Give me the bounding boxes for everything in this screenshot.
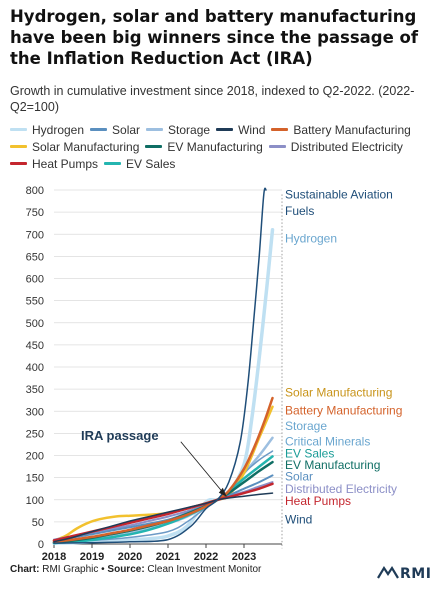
y-tick-label: 0 bbox=[38, 539, 44, 551]
legend-row: Hydrogen Solar Storage Wind Battery Manufact… bbox=[10, 121, 440, 138]
legend-label: Solar Manufacturing bbox=[32, 139, 140, 154]
legend-swatch bbox=[104, 162, 122, 165]
legend-label: Hydrogen bbox=[32, 122, 85, 137]
legend-swatch bbox=[268, 145, 286, 148]
end-label-battery-manufacturing: Battery Manufacturing bbox=[285, 403, 402, 417]
y-tick-label: 250 bbox=[26, 428, 44, 440]
y-tick-label: 100 bbox=[26, 495, 44, 507]
legend: Hydrogen Solar Storage Wind Battery Manufact… bbox=[10, 121, 440, 172]
y-tick-label: 350 bbox=[26, 384, 44, 396]
legend-swatch bbox=[90, 128, 108, 131]
y-tick-label: 550 bbox=[26, 296, 44, 308]
legend-item: Wind bbox=[216, 123, 265, 137]
end-label-sustainable-aviation-fuels: Fuels bbox=[285, 204, 314, 218]
legend-swatch bbox=[146, 128, 164, 131]
legend-row: Heat Pumps EV Sales bbox=[10, 155, 440, 172]
end-label-critical-minerals: Critical Minerals bbox=[285, 434, 370, 448]
chart-title: Hydrogen, solar and battery manufacturin… bbox=[10, 7, 419, 68]
legend-swatch bbox=[10, 128, 27, 131]
legend-item: Heat Pumps bbox=[10, 157, 98, 171]
end-label-distributed-electricity: Distributed Electricity bbox=[285, 482, 397, 496]
y-tick-label: 450 bbox=[26, 340, 44, 352]
x-tick-label: 2022 bbox=[194, 551, 218, 563]
y-tick-label: 150 bbox=[26, 473, 44, 485]
legend-label: Solar bbox=[112, 122, 141, 137]
legend-item: EV Sales bbox=[104, 157, 175, 171]
annotation-arrowhead bbox=[218, 487, 227, 497]
x-tick-label: 2019 bbox=[80, 551, 104, 563]
end-label-storage: Storage bbox=[285, 419, 327, 433]
y-tick-label: 300 bbox=[26, 406, 44, 418]
y-tick-label: 800 bbox=[26, 185, 44, 197]
series-line-ev-sales bbox=[52, 455, 274, 545]
x-tick-label: 2023 bbox=[232, 551, 256, 563]
rmi-logo: RMI bbox=[377, 565, 431, 582]
footer-chart-value: RMI Graphic • bbox=[39, 564, 108, 575]
legend-label: Wind bbox=[238, 122, 266, 137]
legend-swatch bbox=[145, 145, 163, 148]
end-label-sustainable-aviation-fuels: Sustainable Aviation bbox=[285, 187, 393, 201]
legend-label: EV Sales bbox=[126, 156, 176, 171]
legend-swatch bbox=[10, 162, 27, 165]
annotation-arrow bbox=[180, 441, 226, 496]
footer-chart-label: Chart: bbox=[10, 564, 40, 575]
x-tick-label: 2018 bbox=[42, 551, 66, 563]
legend-item: EV Manufacturing bbox=[145, 139, 263, 154]
legend-item: Solar Manufacturing bbox=[10, 140, 139, 154]
legend-row: Solar Manufacturing EV Manufacturing Distr… bbox=[10, 138, 440, 155]
legend-label: Battery Manufacturing bbox=[293, 122, 411, 137]
annotation-label: IRA passage bbox=[81, 428, 159, 443]
x-tick-label: 2020 bbox=[118, 551, 142, 563]
legend-label: EV Manufacturing bbox=[167, 139, 263, 154]
footer-source-value: Clean Investment Monitor bbox=[144, 564, 262, 575]
end-label-solar-manufacturing: Solar Manufacturing bbox=[285, 386, 392, 400]
end-label-solar: Solar bbox=[285, 470, 313, 484]
end-label-hydrogen: Hydrogen bbox=[285, 232, 337, 246]
legend-label: Heat Pumps bbox=[32, 156, 99, 171]
rmi-logo-mark bbox=[377, 565, 399, 579]
legend-item: Battery Manufacturing bbox=[271, 122, 411, 137]
y-tick-label: 700 bbox=[26, 229, 44, 241]
x-tick-label: 2021 bbox=[156, 551, 180, 563]
legend-swatch bbox=[216, 128, 234, 131]
legend-item: Storage bbox=[146, 123, 210, 137]
legend-item: Distributed Electricity bbox=[268, 139, 403, 154]
legend-swatch bbox=[10, 145, 27, 148]
y-tick-label: 650 bbox=[26, 251, 44, 263]
legend-label: Distributed Electricity bbox=[290, 139, 403, 154]
legend-item: Hydrogen bbox=[10, 123, 84, 137]
series-line-wind bbox=[53, 492, 274, 543]
end-label-ev-manufacturing: EV Manufacturing bbox=[285, 458, 380, 472]
chart-subtitle: Growth in cumulative investment since 20… bbox=[10, 84, 415, 114]
legend-item: Solar bbox=[90, 123, 140, 137]
footer-source-label: Source: bbox=[107, 564, 145, 575]
y-tick-label: 500 bbox=[26, 318, 44, 330]
y-tick-label: 200 bbox=[26, 451, 44, 463]
rmi-logo-text: RMI bbox=[400, 566, 431, 582]
y-tick-label: 50 bbox=[32, 517, 44, 529]
y-tick-label: 400 bbox=[26, 362, 44, 374]
end-label-wind: Wind bbox=[285, 513, 312, 527]
y-tick-label: 600 bbox=[26, 274, 44, 286]
series-line-battery-manufacturing bbox=[52, 396, 274, 544]
legend-swatch bbox=[271, 128, 289, 131]
legend-label: Storage bbox=[168, 122, 211, 137]
chart-footer: Chart: RMI Graphic • Source: Clean Inves… bbox=[10, 564, 261, 575]
end-label-heat-pumps: Heat Pumps bbox=[285, 494, 351, 508]
y-tick-label: 750 bbox=[26, 207, 44, 219]
end-label-ev-sales: EV Sales bbox=[285, 446, 334, 460]
